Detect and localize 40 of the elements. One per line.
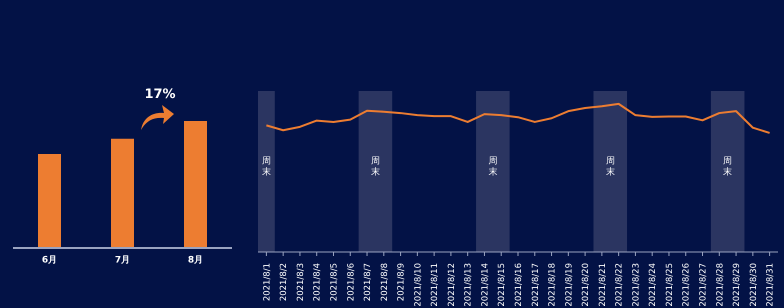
x-tick-label: 2021/8/11: [430, 263, 440, 307]
x-tick-label: 2021/8/13: [464, 263, 474, 307]
x-tick-label: 2021/8/29: [732, 263, 742, 307]
x-tick-label: 2021/8/16: [514, 263, 524, 307]
x-tick-label: 2021/8/7: [363, 263, 374, 302]
band-label: 周末: [370, 156, 380, 178]
x-tick-label: 2021/8/10: [413, 263, 424, 307]
x-tick-label: 2021/8/28: [715, 263, 726, 307]
x-tick-label: 2021/8/18: [548, 263, 558, 307]
x-tick-label: 2021/8/1: [262, 263, 272, 302]
x-tick-label: 2021/8/21: [598, 263, 608, 307]
x-tick-label: 2021/8/3: [296, 263, 306, 302]
x-tick-label: 2021/8/5: [329, 263, 340, 302]
band-label: 周末: [606, 156, 615, 178]
x-tick-label: 2021/8/12: [446, 263, 457, 307]
x-tick-label: 2021/8/19: [564, 263, 574, 307]
x-tick-label: 2021/8/15: [497, 263, 508, 307]
x-tick-label: 2021/8/4: [312, 263, 323, 302]
x-tick-label: 2021/8/14: [480, 263, 490, 307]
x-tick-label: 2021/8/25: [664, 263, 675, 307]
x-tick-label: 7月: [114, 254, 130, 266]
x-tick-label: 8月: [188, 254, 204, 266]
band-label: 周末: [262, 156, 271, 178]
x-tick-label: 2021/8/26: [682, 263, 692, 307]
x-tick-label: 2021/8/31: [766, 263, 776, 307]
x-tick-label: 2021/8/6: [346, 263, 356, 302]
band-label: 周末: [723, 156, 732, 178]
x-tick-label: 2021/8/27: [698, 263, 709, 307]
x-tick-label: 2021/8/23: [631, 263, 642, 307]
x-tick-label: 2021/8/24: [648, 263, 658, 307]
band-label: 周末: [488, 156, 498, 178]
x-tick-label: 2021/8/9: [396, 263, 407, 302]
text: 17%: [143, 87, 177, 102]
x-tick-label: 2021/8/2: [279, 263, 290, 302]
x-tick-label: 2021/8/30: [748, 263, 759, 307]
x-tick-label: 2021/8/22: [614, 263, 625, 307]
x-tick-label: 2021/8/20: [581, 263, 592, 307]
x-tick-label: 6月: [42, 254, 58, 266]
x-tick-label: 2021/8/17: [530, 263, 541, 307]
x-tick-label: 2021/8/8: [380, 263, 390, 302]
